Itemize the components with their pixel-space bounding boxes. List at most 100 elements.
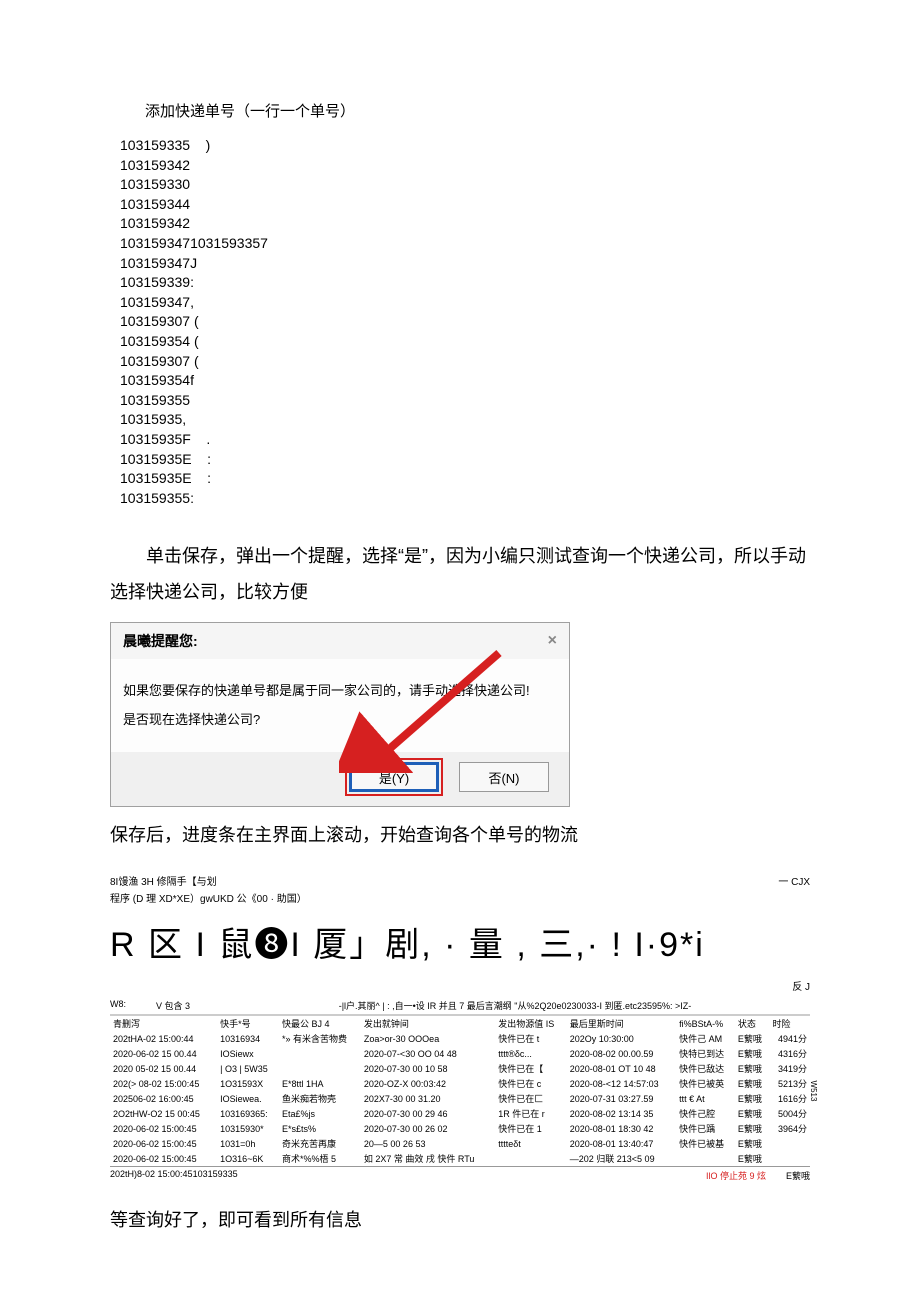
table-cell: 4316分 bbox=[770, 1046, 810, 1061]
table-cell: E蘩哦 bbox=[735, 1061, 770, 1076]
table-cell: 1O316~6K bbox=[217, 1151, 279, 1166]
table-cell: 103169365: bbox=[217, 1106, 279, 1121]
table-cell: 2020-07-31 03:27.59 bbox=[567, 1091, 676, 1106]
column-header: 发出就钟间 bbox=[361, 1016, 495, 1032]
tracking-number: 103159354 ( bbox=[120, 332, 810, 352]
table-cell: 10315930* bbox=[217, 1121, 279, 1136]
table-cell: 202tHA-02 15:00:44 bbox=[110, 1031, 217, 1046]
tracking-number: 10315935, bbox=[120, 410, 810, 430]
table-cell: | O3 | 5W35 bbox=[217, 1061, 279, 1076]
table-cell: 2020-08-02 00.00.59 bbox=[567, 1046, 676, 1061]
table-cell: 2020-07-30 00 10 58 bbox=[361, 1061, 495, 1076]
table-cell bbox=[770, 1136, 810, 1151]
table-row: 2020 05-02 15 00.44| O3 | 5W35 2020-07-30… bbox=[110, 1061, 810, 1076]
tracking-number: 10315935F . bbox=[120, 430, 810, 450]
table-cell: 2020-08-<12 14:57:03 bbox=[567, 1076, 676, 1091]
table-cell: 1031=0h bbox=[217, 1136, 279, 1151]
toolbar-glyphs: R 区 I 鼠❽I 厦」剧, · 量 , 三,· ! I·9*i bbox=[110, 917, 810, 966]
table-cell: 快特已到达 bbox=[676, 1046, 735, 1061]
tracking-number: 103159347, bbox=[120, 293, 810, 313]
instruction-paragraph-3: 等查询好了，即可看到所有信息 bbox=[110, 1202, 810, 1238]
tracking-number: 10315935E : bbox=[120, 450, 810, 470]
table-cell: 快件已在 1 bbox=[495, 1121, 567, 1136]
column-header: 青删泻 bbox=[110, 1016, 217, 1032]
tracking-number: 103159355 bbox=[120, 391, 810, 411]
yes-button[interactable]: 是(Y) bbox=[349, 762, 439, 792]
tracking-number: 103159354f bbox=[120, 371, 810, 391]
table-row: 2020-06-02 15:00:451O316~6K商术*%%梧 5如 2X7… bbox=[110, 1151, 810, 1166]
column-header: fi%BStA-% bbox=[676, 1016, 735, 1032]
table-cell: 1616分 bbox=[770, 1091, 810, 1106]
instruction-paragraph-2: 保存后，进度条在主界面上滚动，开始查询各个单号的物流 bbox=[110, 817, 810, 853]
table-row: 2020-06-02 15 00.44IOSiewx2020-07-<30 OO… bbox=[110, 1046, 810, 1061]
column-header: 时险 bbox=[770, 1016, 810, 1032]
table-cell: 2020-06-02 15:00:45 bbox=[110, 1136, 217, 1151]
table-cell: 5004分 bbox=[770, 1106, 810, 1121]
table-cell: 快件己腔 bbox=[676, 1106, 735, 1121]
reflect-label: 反 J bbox=[110, 978, 810, 993]
table-cell: 快件已被基 bbox=[676, 1136, 735, 1151]
table-cell: 快件已敌达 bbox=[676, 1061, 735, 1076]
table-cell: Zoa>or-30 OOOea bbox=[361, 1031, 495, 1046]
dialog-message-line1: 如果您要保存的快递单号都是属于同一家公司的，请手动选择快递公司! bbox=[123, 677, 557, 706]
table-row: 2O2tHW-O2 15 00:45103169365:Eta£%js2020-… bbox=[110, 1106, 810, 1121]
table-row: 202(> 08-02 15:00:451O31593XE*8ttl 1HA20… bbox=[110, 1076, 810, 1091]
table-cell: 3419分 bbox=[770, 1061, 810, 1076]
table-cell: 2020-08-01 18:30 42 bbox=[567, 1121, 676, 1136]
tracking-number: 103159344 bbox=[120, 195, 810, 215]
table-cell: 2020-08-01 OT 10 48 bbox=[567, 1061, 676, 1076]
tracking-number: 103159342 bbox=[120, 214, 810, 234]
table-cell: 奇米充苦再康 bbox=[279, 1136, 361, 1151]
table-cell bbox=[279, 1046, 361, 1061]
tracking-number: 103159355: bbox=[120, 489, 810, 509]
table-cell bbox=[279, 1061, 361, 1076]
w8-filter-desc: -|l户.其丽^ | : ,自一•设 IR 并且 7 最后言潮纲 "从%2Q20… bbox=[220, 999, 810, 1012]
tracking-number: 103159307 ( bbox=[120, 352, 810, 372]
table-row: 202506-02 16:00:45IOSiewea.鱼米痴若物壳202X7-3… bbox=[110, 1091, 810, 1106]
dialog-message-line2: 是否现在选择快递公司? bbox=[123, 706, 557, 735]
footer-end: E蘩哦 bbox=[786, 1169, 810, 1182]
table-cell: 2020-OZ-X 00:03:42 bbox=[361, 1076, 495, 1091]
confirmation-dialog: 晨曦提醒您: × 如果您要保存的快递单号都是属于同一家公司的，请手动选择快递公司… bbox=[110, 622, 570, 807]
tracking-number-list: 103159335 )10315934210315933010315934410… bbox=[110, 136, 810, 508]
table-cell: 快件已踽 bbox=[676, 1121, 735, 1136]
table-cell: E蘩哦 bbox=[735, 1151, 770, 1166]
table-cell: —202 归联 213<5 09 bbox=[567, 1151, 676, 1166]
table-cell: 如 2X7 常 曲效 戌 快件 RTu bbox=[361, 1151, 495, 1166]
table-cell: 快件己 AM bbox=[676, 1031, 735, 1046]
table-cell: E蘩哦 bbox=[735, 1091, 770, 1106]
table-cell: ttt € At bbox=[676, 1091, 735, 1106]
table-cell: 2020 05-02 15 00.44 bbox=[110, 1061, 217, 1076]
table-cell: 10316934 bbox=[217, 1031, 279, 1046]
tracking-number: 103159307 ( bbox=[120, 312, 810, 332]
table-cell: 2O2tHW-O2 15 00:45 bbox=[110, 1106, 217, 1121]
table-cell: E蘩哦 bbox=[735, 1121, 770, 1136]
table-cell: 鱼米痴若物壳 bbox=[279, 1091, 361, 1106]
table-cell: 快件已在【 bbox=[495, 1061, 567, 1076]
table-cell: 2020-06-02 15:00:45 bbox=[110, 1151, 217, 1166]
table-cell: 2020-06-02 15 00.44 bbox=[110, 1046, 217, 1061]
table-cell: E蘩哦 bbox=[735, 1031, 770, 1046]
tracking-number: 103159342 bbox=[120, 156, 810, 176]
tracking-number: 103159330 bbox=[120, 175, 810, 195]
table-cell: 2020-08-02 13:14 35 bbox=[567, 1106, 676, 1121]
table-cell: E蘩哦 bbox=[735, 1136, 770, 1151]
tracking-results-table: 青删泻快手*号快最公 BJ 4发出就钟间发出物源值 IS最后里斯时间fi%BSt… bbox=[110, 1015, 810, 1166]
table-cell: E*s£ts% bbox=[279, 1121, 361, 1136]
no-button[interactable]: 否(N) bbox=[459, 762, 549, 792]
table-cell: 2020-07-<30 OO 04 48 bbox=[361, 1046, 495, 1061]
table-cell: 商术*%%梧 5 bbox=[279, 1151, 361, 1166]
column-header: 快手*号 bbox=[217, 1016, 279, 1032]
close-icon[interactable]: × bbox=[548, 632, 557, 650]
table-cell: E*8ttl 1HA bbox=[279, 1076, 361, 1091]
table-cell: 202(> 08-02 15:00:45 bbox=[110, 1076, 217, 1091]
table-cell: E蘩哦 bbox=[735, 1106, 770, 1121]
table-cell: 2020-08-01 13:40:47 bbox=[567, 1136, 676, 1151]
app-subheader: 程序 (D 理 XD*XE）gwUKD 公《00 · 助国） bbox=[110, 890, 810, 905]
table-cell bbox=[770, 1151, 810, 1166]
table-cell: 4941分 bbox=[770, 1031, 810, 1046]
table-cell: tttteδt bbox=[495, 1136, 567, 1151]
table-cell: IOSiewea. bbox=[217, 1091, 279, 1106]
instruction-paragraph-1: 单击保存，弹出一个提醒，选择“是”，因为小编只测试查询一个快递公司，所以手动选择… bbox=[110, 538, 810, 610]
table-cell: E蘩哦 bbox=[735, 1046, 770, 1061]
